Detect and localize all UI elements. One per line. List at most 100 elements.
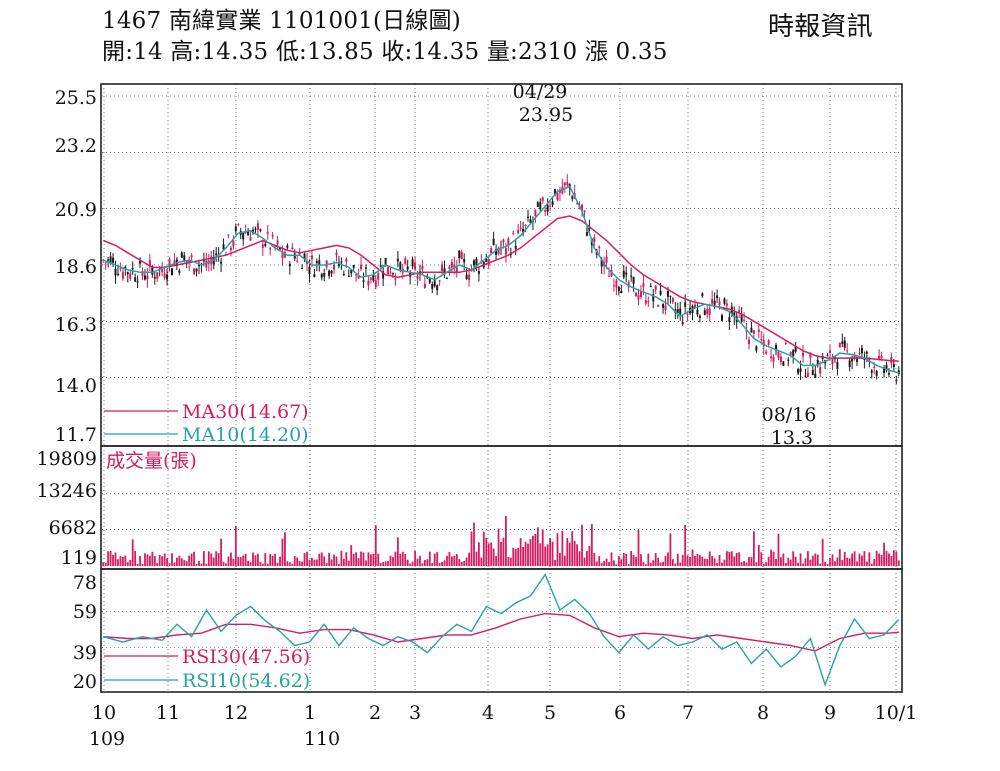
volume-bar — [190, 553, 193, 566]
volume-bar — [529, 539, 532, 566]
volume-bar — [419, 555, 421, 566]
candle-body — [588, 227, 591, 229]
volume-bar — [519, 538, 522, 566]
volume-bar — [185, 561, 188, 566]
candle-body — [244, 232, 247, 234]
volume-bar — [242, 555, 245, 566]
candle-body — [114, 268, 117, 276]
x-tick: 2 — [369, 702, 381, 724]
volume-bar — [360, 551, 362, 566]
volume-bar — [848, 558, 851, 566]
candle-body — [406, 266, 409, 270]
candle-body — [541, 197, 544, 202]
volume-bar — [121, 556, 124, 566]
candle-body — [740, 313, 743, 321]
volume-bar — [681, 554, 684, 566]
volume-bar — [593, 552, 596, 566]
volume-bar — [608, 562, 610, 566]
volume-bar — [460, 561, 463, 566]
candle-body — [706, 308, 709, 315]
candle-body — [271, 234, 274, 237]
volume-tick: 6682 — [49, 517, 97, 539]
volume-bar — [522, 547, 524, 566]
volume-bar — [831, 554, 834, 566]
candle-body — [431, 284, 434, 289]
volume-bar — [207, 551, 210, 566]
volume-bar — [735, 552, 738, 566]
candle-body — [293, 253, 296, 259]
rsi10-line — [103, 573, 900, 687]
volume-bar — [775, 558, 777, 566]
volume-bar — [107, 551, 110, 566]
candle-body — [148, 260, 151, 266]
candle-body — [291, 247, 294, 250]
candle-body — [369, 277, 372, 280]
volume-bar — [171, 553, 173, 566]
candle-body — [163, 273, 166, 278]
rsi-tick: 20 — [73, 671, 97, 693]
candle-body — [345, 258, 348, 262]
candle-body — [605, 256, 608, 263]
candle-body — [134, 277, 137, 282]
candle-body — [438, 280, 441, 282]
volume-bar — [473, 522, 475, 566]
candle-body — [450, 261, 453, 268]
volume-bar — [406, 559, 409, 566]
volume-bar — [603, 560, 606, 566]
candle-body — [524, 224, 527, 226]
volume-bar — [261, 563, 264, 566]
candle-body — [883, 367, 886, 373]
candle-body — [581, 204, 584, 212]
candle-body — [802, 352, 805, 357]
volume-bar — [507, 556, 510, 566]
candle-body — [374, 280, 377, 288]
candle-body — [684, 302, 687, 307]
volume-bar — [284, 532, 286, 566]
volume-tick: 119 — [61, 547, 97, 569]
candle-body — [387, 266, 390, 275]
x-tick: 5 — [544, 702, 556, 724]
candle-body — [460, 251, 463, 260]
candle-body — [686, 313, 689, 315]
volume-bar — [861, 555, 863, 566]
volume-bar — [475, 551, 478, 566]
candle-body — [708, 308, 711, 315]
candle-body — [755, 346, 758, 351]
volume-bar — [124, 555, 127, 566]
volume-bar — [153, 556, 156, 566]
candle-body — [806, 372, 809, 377]
volume-bar — [644, 564, 647, 566]
candle-body — [772, 356, 775, 362]
rsi-tick: 78 — [73, 572, 97, 594]
volume-bar — [549, 538, 552, 566]
volume-bar — [134, 550, 137, 566]
volume-bar — [613, 560, 615, 566]
volume-bar — [581, 524, 583, 566]
candle-body — [676, 309, 679, 314]
volume-bar — [443, 560, 446, 566]
volume-bar — [740, 561, 743, 566]
candle-body — [851, 357, 854, 362]
volume-bar — [819, 563, 822, 566]
candle-body — [161, 266, 164, 273]
volume-bar — [345, 552, 348, 566]
volume-bar — [450, 556, 453, 566]
ma10-legend-label: MA10(14.20) — [182, 424, 309, 446]
volume-bar — [669, 533, 672, 566]
volume-bar — [689, 557, 691, 566]
volume-bar — [770, 549, 772, 566]
volume-bar — [573, 540, 576, 566]
candle-body — [269, 248, 272, 250]
volume-bar — [333, 554, 335, 566]
volume-bar — [873, 558, 876, 566]
volume-bar — [252, 552, 254, 566]
candle-body — [775, 345, 778, 351]
volume-bar — [824, 561, 827, 566]
volume-bar — [222, 561, 225, 566]
x-tick: 7 — [682, 702, 694, 724]
volume-bar — [112, 554, 114, 566]
rsi-tick: 59 — [73, 601, 97, 623]
volume-bar — [166, 558, 168, 566]
volume-bar — [728, 551, 731, 566]
volume-bar — [141, 563, 144, 566]
